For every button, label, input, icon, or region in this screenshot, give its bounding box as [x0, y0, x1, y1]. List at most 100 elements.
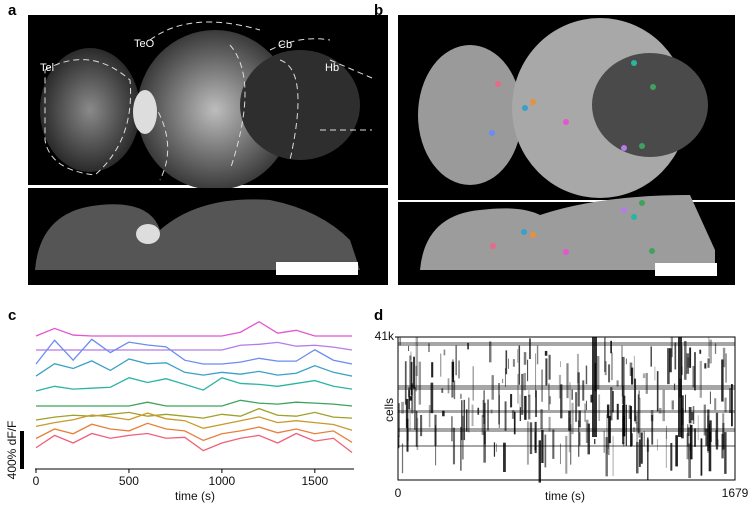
raster-streak [487, 399, 489, 431]
raster-streak [545, 358, 548, 386]
raster-streak [681, 408, 684, 425]
raster-streak [411, 384, 414, 414]
raster-streak [517, 373, 519, 404]
raster-streak [471, 404, 474, 427]
raster-streak [606, 404, 610, 419]
raster-streak [666, 425, 668, 440]
trace [35, 320, 352, 337]
raster-streak [610, 387, 613, 421]
raster-streak [416, 417, 419, 450]
raster-streak [540, 409, 543, 430]
raster-streak [534, 421, 537, 454]
x-tick-label: 1679 [722, 486, 749, 500]
raster-streak [404, 361, 407, 405]
raster-streak [568, 410, 571, 431]
raster-streak [511, 410, 515, 419]
raster-streak [528, 394, 531, 420]
raster-streak [650, 346, 652, 367]
raster-streak [725, 353, 727, 383]
y-tick-label: 41k [375, 329, 395, 343]
raster-streak [625, 404, 627, 446]
raster-streak [694, 352, 696, 391]
raster-streak [483, 390, 485, 424]
raster-streak [708, 337, 710, 358]
raster-streak [687, 427, 690, 436]
raster-streak [707, 415, 710, 453]
raster-burst [592, 337, 597, 437]
raster-streak [548, 416, 551, 432]
raster-streak [399, 337, 402, 346]
raster-streak [477, 407, 480, 415]
raster-streak [603, 430, 605, 453]
raster-streak [608, 418, 610, 456]
raster-streak [669, 348, 672, 373]
raster-streak [536, 345, 539, 365]
raster-streak [654, 366, 656, 381]
raster-streak [684, 340, 687, 380]
raster-streak [440, 353, 442, 377]
raster-streak [398, 403, 400, 437]
raster-streak [413, 356, 415, 389]
raster-streak [724, 397, 727, 413]
raster-streak [722, 347, 726, 368]
raster-streak [604, 337, 606, 373]
raster-streak [630, 367, 634, 385]
raster-streak [415, 411, 418, 447]
raster-streak [418, 361, 422, 405]
panel-label: d [374, 307, 383, 324]
raster-streak [578, 410, 581, 428]
raster-streak [605, 437, 608, 477]
raster-streak [560, 361, 561, 368]
raster-streak [621, 356, 625, 397]
raster-streak [493, 442, 496, 457]
raster-streak [529, 422, 533, 455]
raster-streak [689, 424, 691, 451]
raster-streak [443, 349, 446, 356]
raster-streak [405, 398, 409, 429]
raster-streak [691, 412, 694, 421]
raster-streak [724, 432, 727, 474]
raster-streak [707, 409, 710, 451]
x-tick-label: 0 [395, 486, 402, 500]
raster-streak [548, 354, 551, 380]
raster-streak [593, 439, 596, 445]
raster-streak [541, 369, 543, 402]
raster-streak [628, 405, 632, 419]
raster-streak [612, 391, 614, 413]
raster-streak [651, 414, 654, 445]
x-tick-label: 500 [119, 474, 139, 488]
raster-streak [579, 432, 581, 446]
raster-streak [481, 415, 485, 435]
raster-streak [621, 385, 624, 404]
trace [36, 399, 353, 407]
raster-streak [645, 372, 648, 394]
raster-streak [453, 380, 456, 400]
raster-streak [714, 343, 717, 354]
raster-streak [451, 361, 455, 383]
raster-streak [504, 401, 507, 431]
raster-streak [504, 368, 506, 387]
raster-streak [447, 378, 450, 394]
raster-streak [415, 365, 418, 392]
raster-streak [451, 416, 453, 442]
raster-streak [523, 352, 527, 365]
raster-streak [491, 375, 494, 400]
trace [36, 341, 353, 351]
raster-streak [616, 380, 619, 387]
raster-streak [577, 372, 580, 407]
raster-streak [467, 342, 469, 350]
raster-streak [699, 349, 702, 354]
raster-streak [697, 415, 699, 441]
raster-streak [638, 439, 641, 467]
raster-streak [441, 388, 444, 393]
trace [35, 377, 353, 392]
raster-streak [690, 424, 693, 460]
raster-streak [398, 435, 400, 449]
raster-streak [415, 337, 419, 376]
y-axis-label: cells [382, 398, 396, 422]
raster-streak [428, 343, 430, 353]
raster-streak [552, 429, 555, 459]
raster-streak [461, 400, 463, 441]
region-label: Tel [40, 62, 54, 74]
